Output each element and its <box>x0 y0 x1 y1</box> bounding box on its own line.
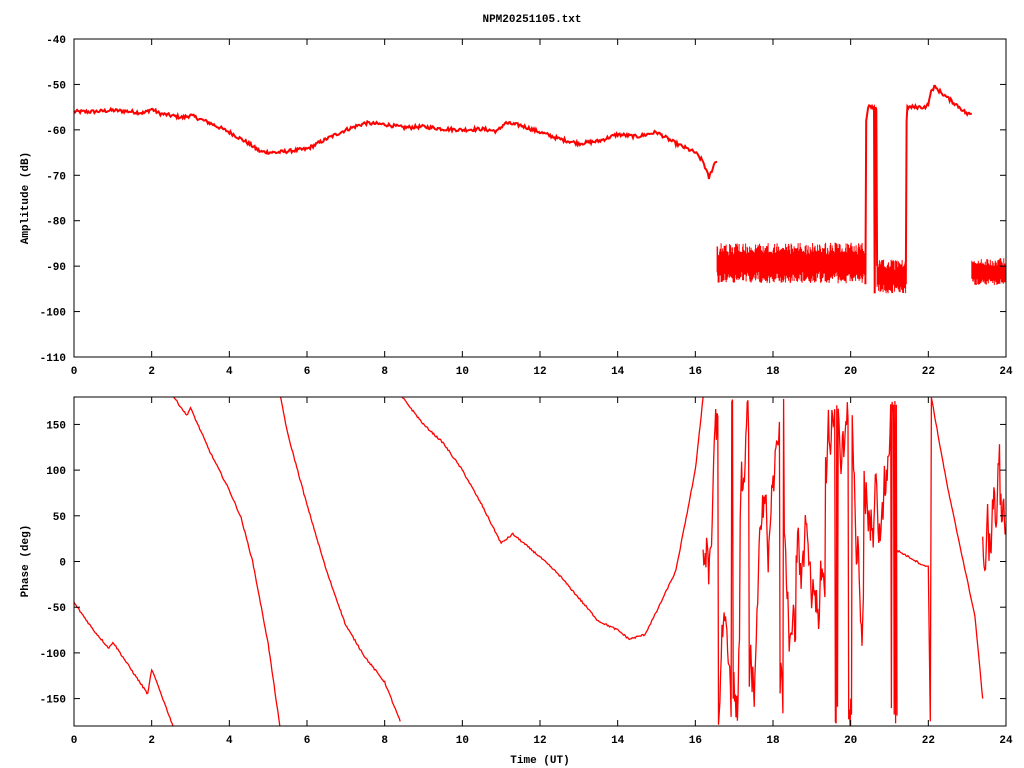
phase-panel: 0 2 4 6 8 10 12 14 16 18 20 22 24150100500-50-100-15… <box>40 396 1013 747</box>
amplitude-panel: 0 2 4 6 8 10 12 14 16 18 20 22 24-40-50-60-70-80-90-… <box>40 35 1013 378</box>
x-tick-label: 2 <box>148 366 155 378</box>
x-tick-label: 18 <box>766 735 780 747</box>
chart-title: NPM20251105.txt <box>482 14 581 26</box>
x-tick-label: 20 <box>844 735 857 747</box>
x-tick-label: 24 <box>999 735 1013 747</box>
x-tick-label: 0 <box>71 366 78 378</box>
x-axis-label: Time (UT) <box>510 755 569 767</box>
x-tick-label: 24 <box>999 366 1013 378</box>
y-tick-label: 0 <box>59 558 66 570</box>
y-tick-label: -100 <box>40 308 66 320</box>
phase-y-label: Phase (deg) <box>20 525 32 598</box>
y-tick-label: 50 <box>53 512 66 524</box>
x-tick-label: 10 <box>456 366 469 378</box>
x-tick-label: 14 <box>611 366 625 378</box>
series-line-1 <box>173 396 281 727</box>
x-tick-label: 18 <box>766 366 780 378</box>
y-tick-label: -90 <box>46 262 66 274</box>
x-tick-label: 22 <box>922 366 935 378</box>
y-tick-label: -50 <box>46 603 66 615</box>
y-tick-label: -70 <box>46 171 66 183</box>
x-tick-label: 4 <box>226 366 233 378</box>
x-tick-label: 6 <box>304 735 311 747</box>
y-tick-label: -110 <box>40 353 66 365</box>
x-tick-label: 8 <box>381 366 388 378</box>
series-noise-5 <box>971 258 1007 286</box>
series-noise-3 <box>876 259 907 294</box>
y-tick-label: 150 <box>46 420 66 432</box>
x-tick-label: 4 <box>226 735 233 747</box>
x-tick-label: 14 <box>611 735 625 747</box>
y-tick-label: 100 <box>46 466 66 478</box>
series-noise-4 <box>702 398 898 726</box>
x-tick-label: 0 <box>71 735 78 747</box>
x-tick-label: 6 <box>304 366 311 378</box>
x-tick-label: 16 <box>689 735 702 747</box>
series-line-0 <box>73 106 718 180</box>
y-tick-label: -50 <box>46 80 66 92</box>
x-tick-label: 8 <box>381 735 388 747</box>
x-tick-label: 22 <box>922 735 935 747</box>
series-line-2 <box>864 103 879 294</box>
series-noise-1 <box>716 242 866 284</box>
x-tick-label: 12 <box>533 735 546 747</box>
y-tick-label: -80 <box>46 217 66 229</box>
y-tick-label: -60 <box>46 126 66 138</box>
amplitude-y-label: Amplitude (dB) <box>20 152 32 244</box>
x-tick-label: 16 <box>689 366 702 378</box>
series-line-0 <box>73 601 174 727</box>
series-noise-6 <box>982 444 1007 572</box>
y-tick-label: -100 <box>40 649 66 661</box>
y-tick-label: -150 <box>40 695 66 707</box>
plot-frame <box>73 396 1007 727</box>
y-tick-label: -40 <box>46 35 66 47</box>
series-line-4 <box>904 84 973 285</box>
x-tick-label: 10 <box>456 735 469 747</box>
x-tick-label: 2 <box>148 735 155 747</box>
x-tick-label: 20 <box>844 366 857 378</box>
series-line-2 <box>279 396 401 722</box>
series-line-3 <box>401 396 704 641</box>
series-line-5 <box>896 397 984 722</box>
x-tick-label: 12 <box>533 366 546 378</box>
